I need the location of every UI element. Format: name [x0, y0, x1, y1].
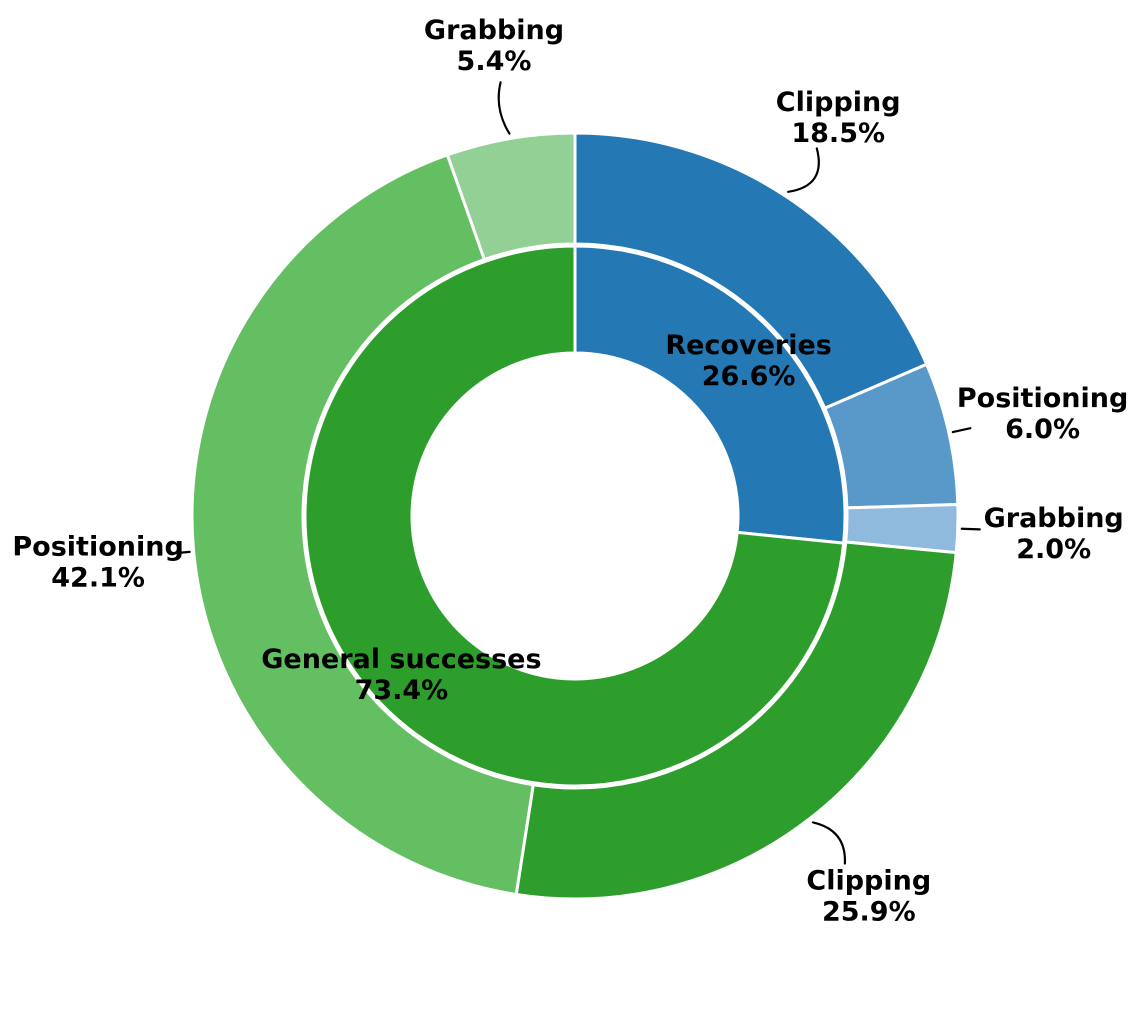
leader-grabbing [497, 81, 511, 135]
outer-label-positioning: Positioning 42.1% [12, 531, 183, 593]
inner-label-general-successes: General successes 73.4% [261, 644, 541, 706]
outer-wedge-grabbing [445, 131, 577, 262]
leader-positioning [951, 427, 972, 434]
outer-label-clipping: Clipping 18.5% [776, 87, 901, 149]
outer-label-clipping: Clipping 25.9% [806, 865, 931, 927]
outer-label-positioning: Positioning 6.0% [957, 383, 1128, 445]
leader-grabbing [960, 527, 981, 531]
inner-wedge-general-successes [303, 244, 846, 788]
inner-wedge-recoveries [573, 244, 847, 545]
leader-positioning [170, 550, 191, 555]
inner-label-recoveries: Recoveries 26.6% [665, 330, 832, 392]
outer-wedge-positioning [190, 153, 535, 896]
leader-clipping [811, 821, 847, 865]
outer-wedge-clipping [514, 540, 958, 901]
outer-label-grabbing: Grabbing 2.0% [984, 503, 1124, 565]
leader-clipping [787, 147, 820, 193]
outer-label-grabbing: Grabbing 5.4% [424, 15, 564, 77]
